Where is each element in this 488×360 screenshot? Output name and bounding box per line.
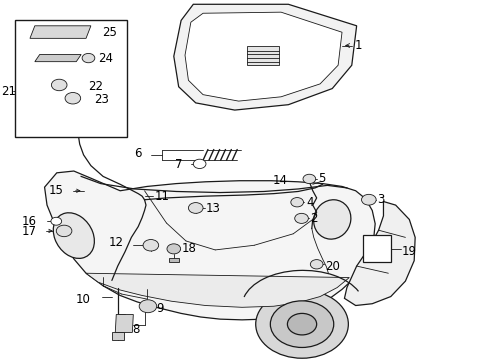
Bar bbox=[246, 45, 278, 65]
Text: 2: 2 bbox=[310, 212, 317, 225]
Bar bbox=[112, 332, 123, 339]
Circle shape bbox=[51, 217, 61, 225]
Text: 11: 11 bbox=[154, 190, 169, 203]
Circle shape bbox=[294, 213, 308, 224]
Polygon shape bbox=[344, 202, 414, 306]
Text: 3: 3 bbox=[377, 193, 384, 206]
Text: 1: 1 bbox=[353, 39, 361, 52]
Polygon shape bbox=[184, 12, 341, 101]
Ellipse shape bbox=[53, 213, 94, 258]
Text: 13: 13 bbox=[205, 202, 220, 215]
Text: 8: 8 bbox=[132, 323, 140, 336]
Text: 16: 16 bbox=[22, 215, 37, 228]
Circle shape bbox=[139, 300, 157, 313]
Text: 6: 6 bbox=[134, 147, 142, 159]
Text: 4: 4 bbox=[305, 196, 313, 209]
Circle shape bbox=[166, 244, 180, 254]
Circle shape bbox=[51, 79, 67, 91]
Text: 5: 5 bbox=[318, 172, 325, 185]
Circle shape bbox=[361, 194, 375, 205]
Circle shape bbox=[255, 290, 347, 358]
Circle shape bbox=[82, 53, 95, 63]
Bar bbox=[15, 21, 127, 137]
Text: 18: 18 bbox=[181, 242, 196, 255]
Bar bbox=[362, 235, 390, 262]
Text: 10: 10 bbox=[76, 293, 91, 306]
Text: 7: 7 bbox=[174, 158, 182, 171]
Circle shape bbox=[287, 314, 316, 335]
Text: 24: 24 bbox=[98, 52, 113, 65]
Polygon shape bbox=[44, 171, 374, 320]
Circle shape bbox=[310, 260, 323, 269]
Circle shape bbox=[56, 225, 72, 237]
Text: 17: 17 bbox=[21, 225, 36, 238]
Circle shape bbox=[65, 93, 81, 104]
Polygon shape bbox=[35, 54, 81, 62]
Polygon shape bbox=[173, 4, 356, 110]
Text: 23: 23 bbox=[94, 93, 109, 106]
Circle shape bbox=[143, 239, 158, 251]
Text: 20: 20 bbox=[325, 260, 340, 273]
Circle shape bbox=[193, 159, 205, 168]
Text: 25: 25 bbox=[102, 27, 117, 40]
Ellipse shape bbox=[313, 200, 350, 239]
Circle shape bbox=[188, 203, 203, 213]
Text: 15: 15 bbox=[48, 184, 63, 197]
Polygon shape bbox=[115, 315, 133, 332]
Text: 9: 9 bbox=[156, 302, 163, 315]
Text: 22: 22 bbox=[88, 80, 103, 93]
Circle shape bbox=[303, 174, 315, 184]
Polygon shape bbox=[86, 273, 348, 307]
Bar bbox=[168, 258, 178, 262]
Polygon shape bbox=[30, 26, 91, 39]
Circle shape bbox=[270, 301, 333, 347]
Text: 12: 12 bbox=[109, 236, 124, 249]
Text: 19: 19 bbox=[401, 245, 416, 258]
Text: 21: 21 bbox=[0, 85, 16, 98]
Circle shape bbox=[290, 198, 303, 207]
Text: 14: 14 bbox=[272, 174, 287, 186]
